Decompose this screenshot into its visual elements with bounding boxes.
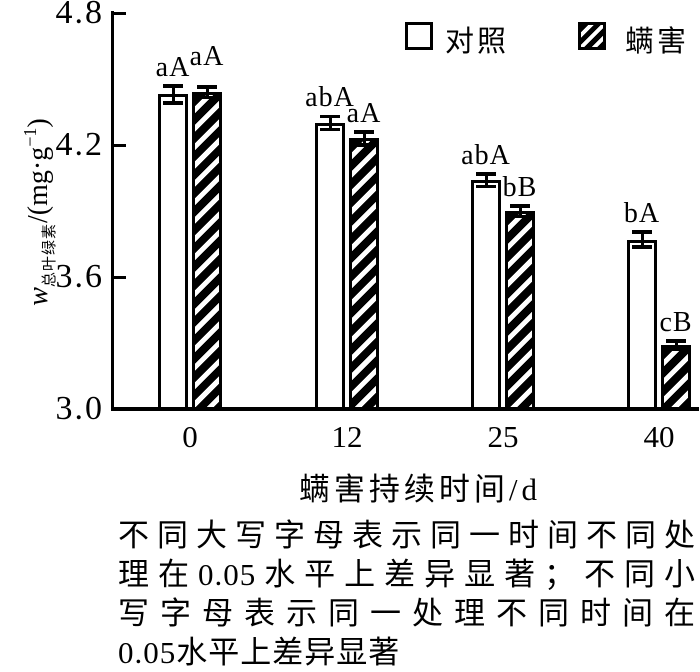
errorbar-cap-bottom-mite-40	[666, 347, 686, 352]
errorbar-cap-top-control-40	[632, 230, 652, 234]
x-axis-title: 螨害持续时间/d	[298, 472, 542, 507]
errorbar-control-40	[640, 231, 644, 248]
legend-label-control: 对照	[445, 26, 510, 58]
caption-line-4: 0.05水平上差异显著	[118, 635, 401, 670]
bar-mite-40	[661, 345, 691, 410]
legend-swatch-control	[405, 22, 433, 50]
errorbar-cap-top-mite-40	[666, 339, 686, 343]
errorbar-mite-0	[205, 86, 209, 98]
errorbar-cap-top-mite-0	[197, 85, 217, 89]
errorbar-cap-bottom-control-25	[476, 184, 496, 189]
bar-control-40	[627, 239, 657, 410]
sig-label-control-0: aA	[155, 51, 191, 83]
figure-caption: 不同大写字母表示同一时间不同处 理在0.05水平上差异显著；不同小 写字母表示同…	[118, 516, 696, 672]
legend-label-mite: 螨害	[625, 26, 690, 58]
sig-label-mite-0: aA	[189, 40, 225, 72]
errorbar-cap-top-control-25	[476, 172, 496, 176]
legend-swatch-mite	[578, 22, 606, 50]
errorbar-cap-bottom-control-0	[163, 101, 183, 105]
x-axis-line	[111, 407, 699, 411]
y-tick-label-3: 3.0	[55, 390, 104, 427]
caption-line-1: 不同大写字母表示同一时间不同处	[118, 518, 696, 553]
errorbar-cap-bottom-mite-12	[354, 143, 374, 147]
errorbar-cap-top-mite-12	[354, 130, 374, 134]
errorbar-control-25	[484, 173, 488, 187]
x-tick-label-12: 12	[331, 419, 363, 454]
y-axis-title: w总叶绿素/(mg·g−1)	[8, 50, 58, 374]
x-tick-label-40: 40	[643, 419, 675, 454]
x-tick-label-0: 0	[182, 419, 198, 454]
bar-control-25	[471, 180, 501, 410]
errorbar-mite-40	[674, 340, 678, 350]
errorbar-control-0	[171, 85, 175, 104]
sig-label-control-40: bA	[623, 197, 661, 229]
bar-control-12	[315, 123, 345, 410]
sig-label-mite-12: aA	[346, 97, 382, 129]
errorbar-cap-top-control-12	[320, 114, 340, 119]
y-tick-label-4.8: 4.8	[55, 0, 104, 31]
y-axis-line	[111, 11, 114, 411]
y-tick-label-3.6: 3.6	[55, 258, 104, 295]
y-tick-4.2	[113, 143, 126, 147]
caption-line-2: 理在0.05水平上差异显著；不同小	[118, 557, 696, 592]
errorbar-cap-top-mite-25	[510, 204, 530, 208]
errorbar-cap-bottom-control-12	[320, 127, 340, 132]
y-tick-3.6	[113, 275, 126, 279]
sig-label-mite-25: bB	[502, 171, 538, 203]
errorbar-control-12	[328, 116, 332, 130]
x-tick-label-25: 25	[487, 419, 519, 454]
errorbar-cap-bottom-control-40	[632, 245, 652, 249]
caption-line-3: 写字母表示同一处理不同时间在	[118, 596, 696, 631]
y-tick-4.8	[113, 11, 126, 15]
bar-mite-0	[192, 92, 222, 410]
errorbar-cap-top-control-0	[163, 84, 183, 88]
bar-mite-25	[505, 211, 535, 410]
bar-mite-12	[349, 138, 379, 410]
errorbar-cap-bottom-mite-0	[197, 95, 217, 100]
sig-label-control-25: abA	[461, 139, 511, 171]
errorbar-mite-12	[362, 131, 366, 145]
errorbar-mite-25	[518, 205, 522, 217]
y-tick-label-4.2: 4.2	[55, 126, 104, 163]
sig-label-mite-40: cB	[659, 306, 693, 338]
bar-control-0	[158, 94, 188, 410]
sig-label-control-12: abA	[305, 82, 355, 114]
errorbar-cap-bottom-mite-25	[510, 214, 530, 218]
